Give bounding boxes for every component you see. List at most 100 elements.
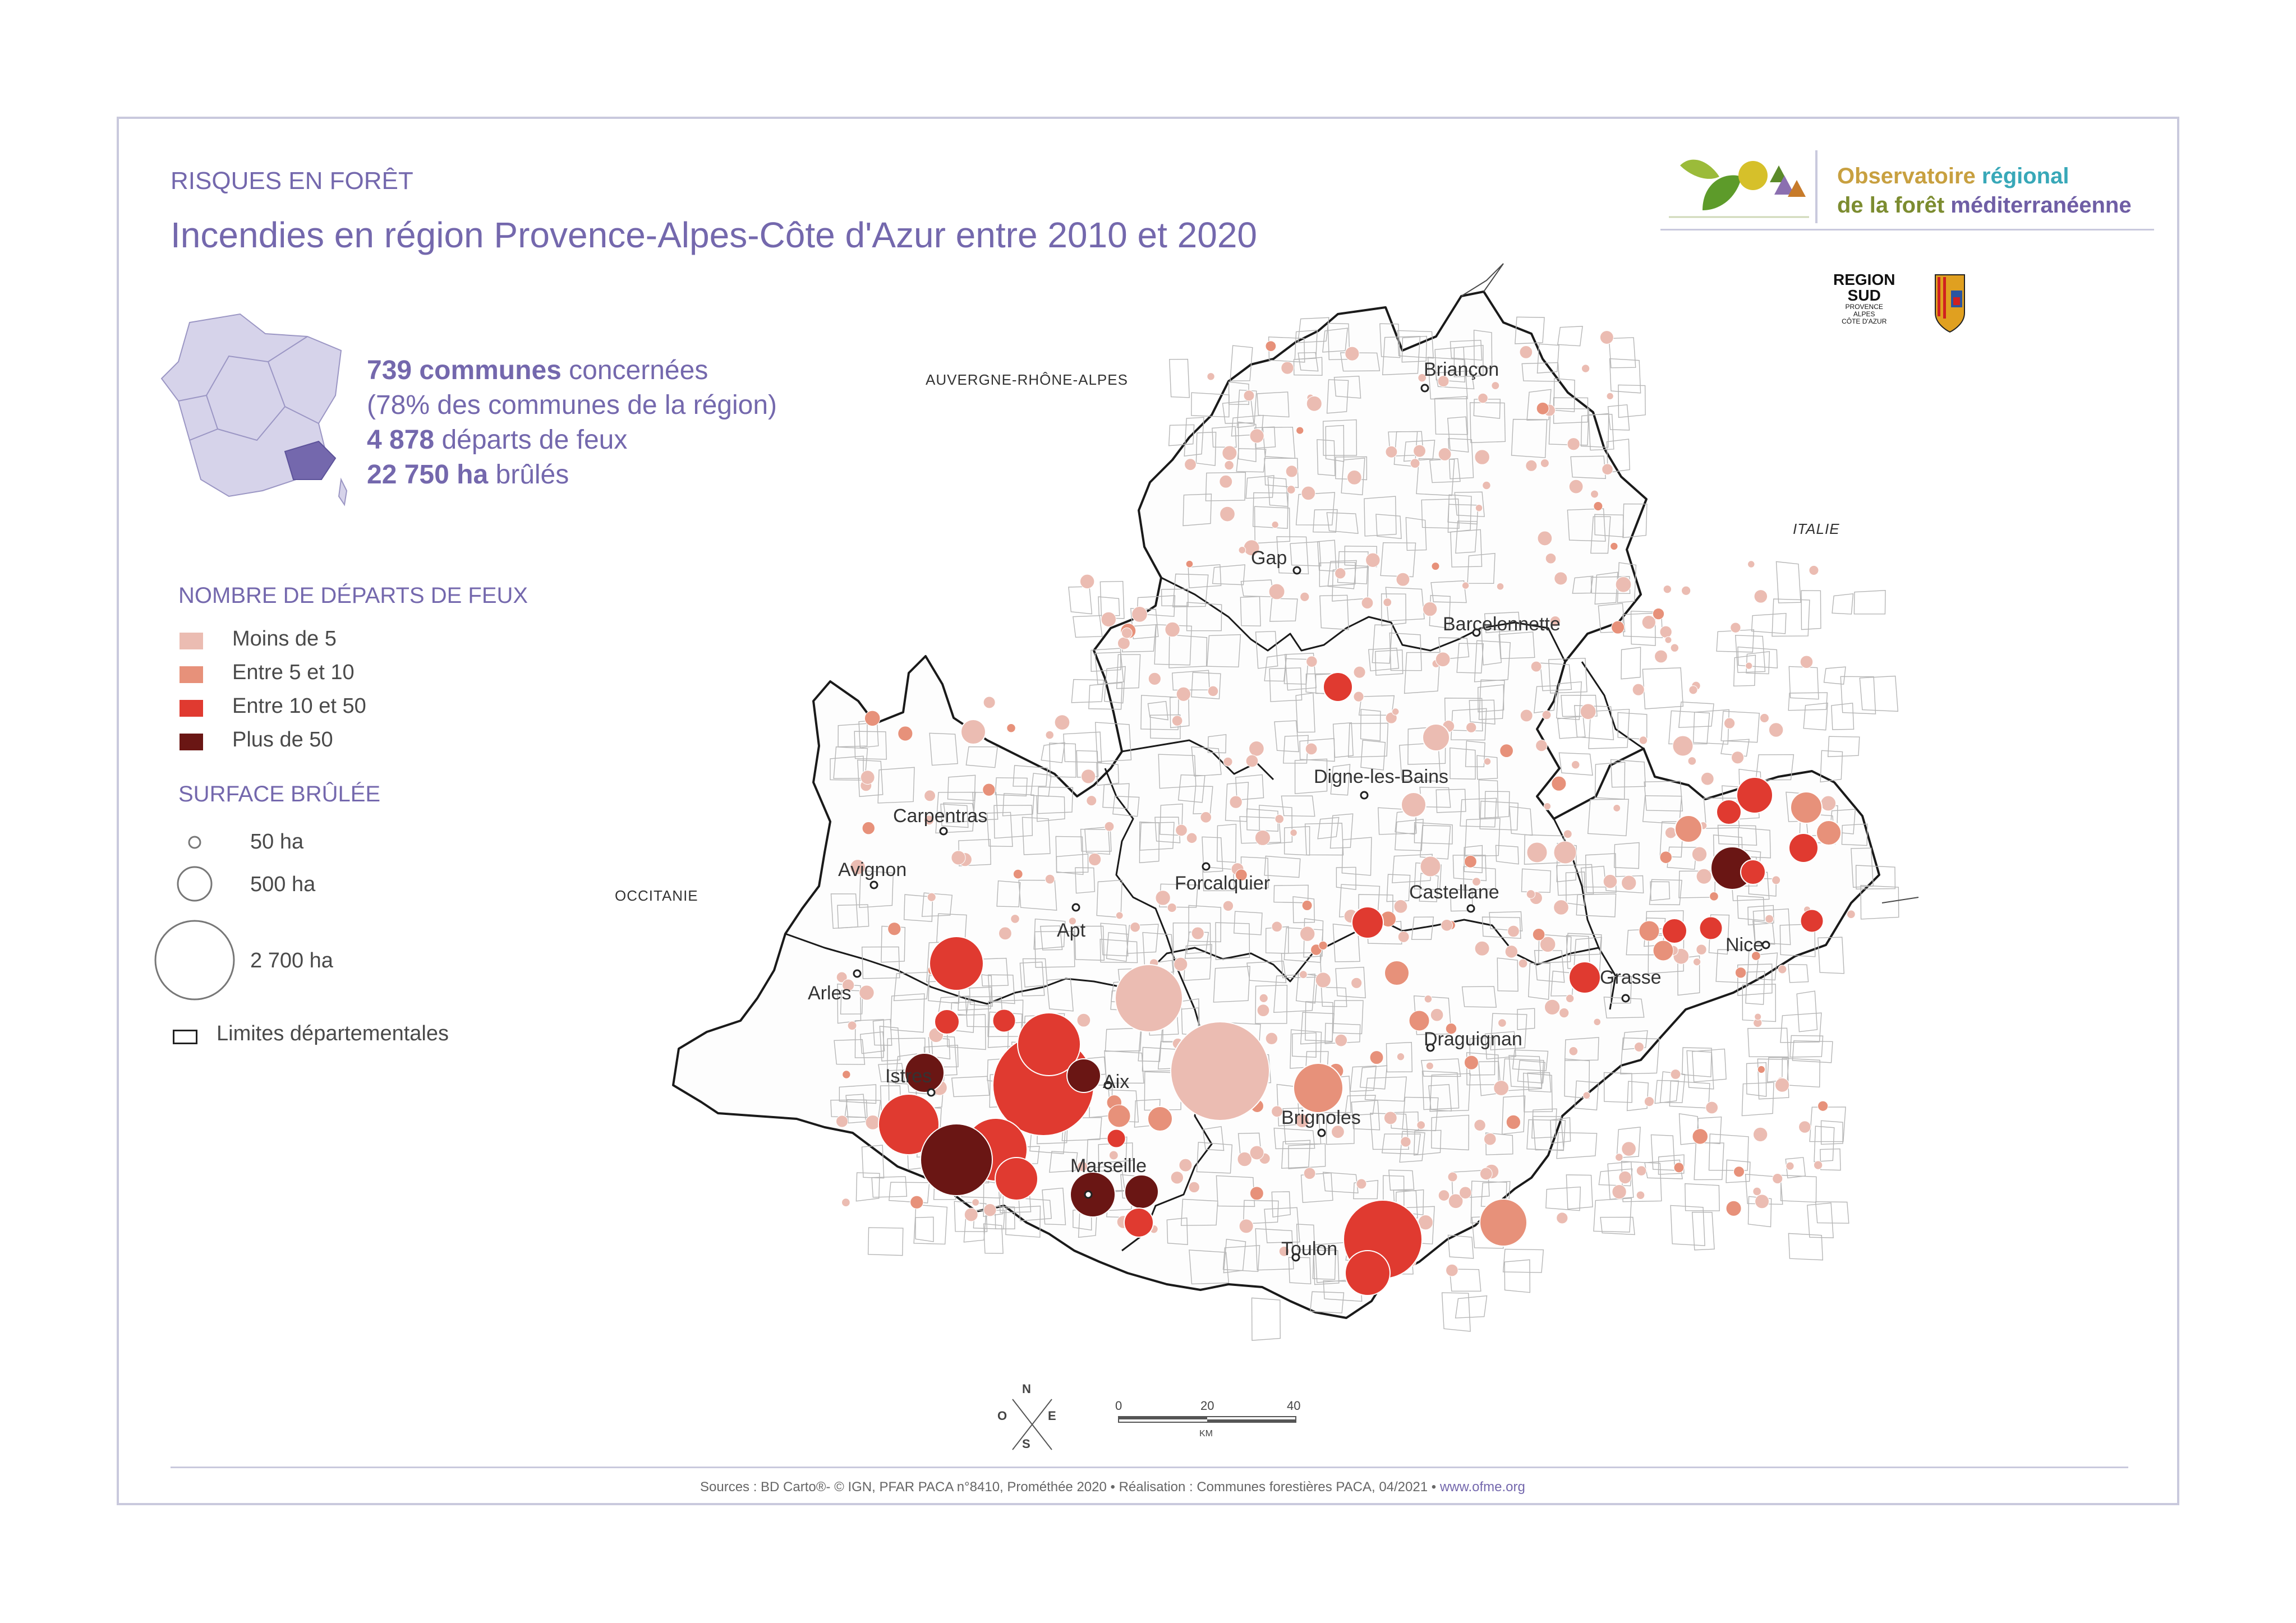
fire-circle — [1674, 815, 1703, 843]
fire-circle — [1670, 1069, 1681, 1080]
fire-circle — [1461, 582, 1470, 589]
legend-class-4: Plus de 50 — [232, 728, 333, 751]
fire-circle — [1778, 965, 1787, 974]
fire-circle — [1545, 552, 1557, 564]
fire-circle — [1185, 560, 1194, 568]
fire-circle — [1290, 829, 1297, 837]
fire-circle — [1754, 1013, 1762, 1021]
fire-circle — [1353, 666, 1366, 679]
city-marker — [927, 1088, 936, 1097]
legend-swatch-3 — [180, 700, 203, 717]
fire-circle — [1331, 1125, 1345, 1139]
fire-circle — [1554, 571, 1568, 585]
fire-circle — [1800, 655, 1814, 669]
fire-circle — [898, 726, 913, 741]
fire-circle — [1361, 597, 1374, 610]
fire-circle — [1207, 372, 1215, 381]
fire-circle — [1537, 531, 1553, 546]
fire-circle — [841, 979, 855, 992]
fire-circle — [1543, 802, 1552, 810]
city-marker — [869, 880, 878, 889]
fire-circle — [1409, 1010, 1430, 1031]
label-avignon: Avignon — [838, 859, 907, 880]
fire-circle — [1482, 481, 1491, 490]
fire-circle — [992, 1009, 1016, 1032]
fire-circle — [1618, 1170, 1632, 1184]
fire-circle — [1559, 1007, 1570, 1018]
fire-circle — [1108, 1150, 1119, 1160]
fire-circle — [1431, 562, 1440, 571]
label-gap: Gap — [1251, 547, 1287, 569]
fire-circle — [1345, 1250, 1391, 1296]
fire-circle — [1207, 685, 1219, 697]
legend-swatch-1 — [180, 633, 203, 649]
fire-circle — [951, 850, 966, 865]
fire-circle — [1259, 993, 1268, 1003]
fire-circle — [1124, 1207, 1154, 1238]
fire-circle — [1265, 1032, 1278, 1045]
legend-limits-label: Limites départementales — [217, 1022, 449, 1045]
fire-circle — [1115, 964, 1183, 1032]
fire-circle — [1107, 1129, 1126, 1148]
departs-label: départs de feux — [434, 425, 628, 455]
fire-circle — [1448, 1193, 1464, 1209]
fire-circle — [1636, 1191, 1645, 1200]
fire-circle — [1593, 1018, 1602, 1026]
city-marker — [1621, 994, 1630, 1003]
fire-circle — [1581, 364, 1590, 373]
fire-circle — [1235, 869, 1248, 882]
fire-circle — [1540, 458, 1549, 468]
fire-circle — [998, 926, 1012, 940]
fire-circle — [1315, 972, 1331, 988]
fire-circle — [1662, 918, 1687, 944]
fire-circle — [1688, 685, 1698, 695]
fire-circle — [841, 1198, 850, 1207]
fire-circle — [1430, 1008, 1444, 1022]
fire-circle — [1755, 1194, 1770, 1209]
scale-tick-0: 0 — [1115, 1399, 1122, 1413]
fire-circle — [1696, 944, 1707, 955]
fire-circle — [1790, 791, 1823, 824]
fire-circle — [1392, 708, 1400, 716]
compass-o: O — [997, 1409, 1007, 1423]
fire-circle — [1271, 921, 1283, 933]
compass-n: N — [1022, 1382, 1031, 1396]
fire-circle — [1603, 874, 1618, 889]
city-marker — [1761, 940, 1770, 949]
label-brignoles: Brignoles — [1281, 1107, 1361, 1128]
fire-circle — [1425, 1062, 1434, 1070]
legend-class-3: Entre 10 et 50 — [232, 694, 366, 718]
fire-circle — [1731, 751, 1745, 764]
legend-class-1: Moins de 5 — [232, 627, 337, 651]
fire-circle — [1818, 1100, 1829, 1112]
fire-circle — [1621, 1141, 1636, 1156]
fire-circle — [1175, 824, 1188, 837]
footer-sources: Sources : BD Carto®- © IGN, PFAR PACA n°… — [700, 1479, 1525, 1495]
fire-circle — [960, 719, 986, 745]
fire-circle — [1659, 625, 1672, 638]
fire-circle — [1243, 390, 1255, 402]
fire-circle — [1239, 1219, 1254, 1234]
fire-circle — [1101, 611, 1117, 628]
city-marker — [1466, 904, 1475, 913]
fire-circle — [1539, 936, 1556, 953]
fire-circle — [972, 1198, 980, 1206]
fire-circle — [1699, 916, 1723, 940]
fire-circle — [1396, 1053, 1405, 1061]
fire-circle — [1285, 465, 1298, 478]
fire-circle — [1238, 546, 1246, 554]
fire-circle — [1420, 856, 1441, 877]
fire-circle — [1611, 620, 1625, 634]
fire-circle — [1474, 449, 1490, 465]
france-locator-map — [160, 313, 348, 506]
label-grasse: Grasse — [1600, 967, 1662, 988]
fire-circle — [1191, 926, 1204, 940]
fire-circle — [1672, 735, 1694, 757]
kicker: RISQUES EN FORÊT — [171, 167, 413, 195]
fire-circle — [995, 1157, 1038, 1201]
label-apt: Apt — [1057, 920, 1086, 941]
fire-circle — [1491, 381, 1500, 390]
label-marseille: Marseille — [1070, 1155, 1147, 1177]
fire-circle — [1798, 1121, 1811, 1133]
